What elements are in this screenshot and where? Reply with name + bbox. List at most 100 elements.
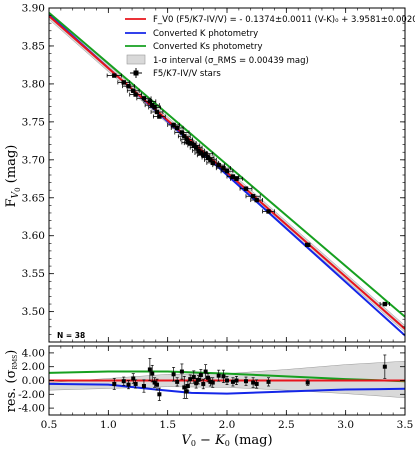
data-point: [141, 96, 147, 101]
y-tick-label: 3.70: [22, 154, 45, 166]
data-point: [147, 99, 153, 104]
y-tick-label: 3.55: [22, 268, 45, 280]
residual-point: [185, 384, 190, 389]
residual-point: [182, 385, 187, 390]
residual-point: [210, 380, 215, 385]
residual-ks-curve: [49, 370, 405, 383]
top-axis-ticks: 3.50 3.55 3.60 3.65 3.70 3.75 3.80 3.85 3.90: [22, 3, 406, 342]
data-point: [185, 140, 191, 145]
data-point: [266, 209, 271, 214]
residual-point: [208, 379, 213, 384]
legend-band-swatch: [126, 54, 146, 65]
legend-ks-label: Converted Ks photometry: [153, 42, 263, 52]
residual-point: [266, 379, 271, 384]
data-point: [234, 176, 239, 181]
y-tick-label: 2.00: [22, 361, 45, 373]
legend-fit-label: F_V0 (F5/K7-IV/V) = - 0.1374±0.0011 (V-K…: [153, 15, 415, 25]
data-point: [216, 162, 221, 168]
residual-point: [184, 389, 189, 394]
data-point: [133, 92, 138, 97]
y-tick-label: -2.00: [18, 389, 45, 401]
residual-point: [188, 377, 193, 382]
residual-point: [382, 364, 387, 369]
data-point: [208, 157, 213, 163]
residual-point: [234, 378, 239, 383]
data-point: [305, 242, 310, 248]
data-point: [382, 301, 388, 307]
residual-point: [133, 381, 138, 386]
data-point: [221, 165, 226, 171]
data-point: [152, 105, 157, 110]
y-tick-label: 3.60: [22, 230, 45, 242]
y-tick-label: 3.90: [22, 3, 45, 15]
x-tick-label: 3.0: [337, 419, 354, 431]
data-point: [121, 80, 126, 85]
residual-points: [112, 354, 387, 401]
data-point: [196, 148, 201, 153]
y-tick-label: 0.00: [22, 375, 45, 387]
data-point: [230, 174, 236, 179]
data-point: [243, 186, 249, 191]
residual-point: [147, 367, 152, 372]
residual-point: [230, 379, 235, 384]
residual-point: [251, 380, 256, 385]
data-point: [198, 150, 204, 156]
residual-point: [206, 375, 211, 380]
data-point: [191, 143, 196, 148]
data-point: [224, 169, 230, 174]
legend-stars-marker: [133, 70, 139, 76]
residual-point: [305, 380, 310, 385]
data-point: [174, 125, 180, 131]
data-point: [112, 73, 117, 78]
data-point: [210, 160, 215, 166]
data-point: [188, 140, 193, 146]
residual-point: [154, 382, 159, 387]
x-tick-label: 0.5: [41, 419, 58, 431]
residual-point: [179, 369, 184, 374]
data-point: [150, 102, 155, 108]
data-point: [154, 109, 160, 115]
data-point: [201, 153, 206, 158]
x-tick-label: 2.0: [219, 419, 236, 431]
data-point: [193, 145, 199, 150]
bottom-axis-ticks: 0.5 1.0 1.5 2.0 2.5 3.0 3.5 4.00 2.00 0.00 -2.00 -4…: [18, 346, 413, 431]
x-tick-label: 3.5: [397, 419, 414, 431]
data-point: [184, 137, 189, 142]
residual-point: [171, 372, 176, 377]
residual-point: [221, 374, 226, 379]
legend: F_V0 (F5/K7-IV/V) = - 0.1374±0.0011 (V-K…: [125, 15, 415, 79]
data-point: [171, 122, 176, 128]
residual-point: [112, 381, 117, 386]
sample-count-label: N = 38: [57, 331, 85, 340]
residual-point: [254, 381, 259, 386]
residual-point: [191, 375, 196, 380]
y-tick-label: -4.00: [18, 403, 45, 415]
bottom-y-axis-label: res. (σRMS): [4, 350, 19, 413]
x-axis-label: V0 − K0 (mag): [181, 433, 272, 448]
residual-point: [175, 379, 180, 384]
data-point: [131, 88, 136, 93]
x-tick-label: 2.5: [278, 419, 295, 431]
y-tick-label: 3.80: [22, 78, 45, 90]
x-tick-label: 1.5: [159, 419, 176, 431]
legend-band-label: 1-σ interval (σ_RMS = 0.00439 mag): [153, 56, 309, 66]
data-point: [205, 155, 211, 160]
data-point: [254, 197, 259, 203]
residual-point: [216, 373, 221, 378]
residual-point: [196, 377, 201, 382]
residual-point: [243, 379, 248, 384]
legend-k-label: Converted K photometry: [153, 29, 258, 39]
data-point: [179, 130, 185, 135]
residual-point: [198, 372, 203, 377]
data-point: [157, 114, 162, 119]
residual-point: [152, 380, 157, 385]
top-y-axis-label: FV0 (mag): [4, 145, 22, 208]
residual-point: [121, 379, 126, 384]
residual-point: [141, 384, 146, 389]
residual-point: [203, 369, 208, 374]
residual-point: [150, 371, 155, 376]
residual-point: [131, 376, 136, 381]
ks-photometry-line: [49, 11, 405, 318]
residual-point: [194, 381, 199, 386]
residual-point: [126, 382, 131, 387]
